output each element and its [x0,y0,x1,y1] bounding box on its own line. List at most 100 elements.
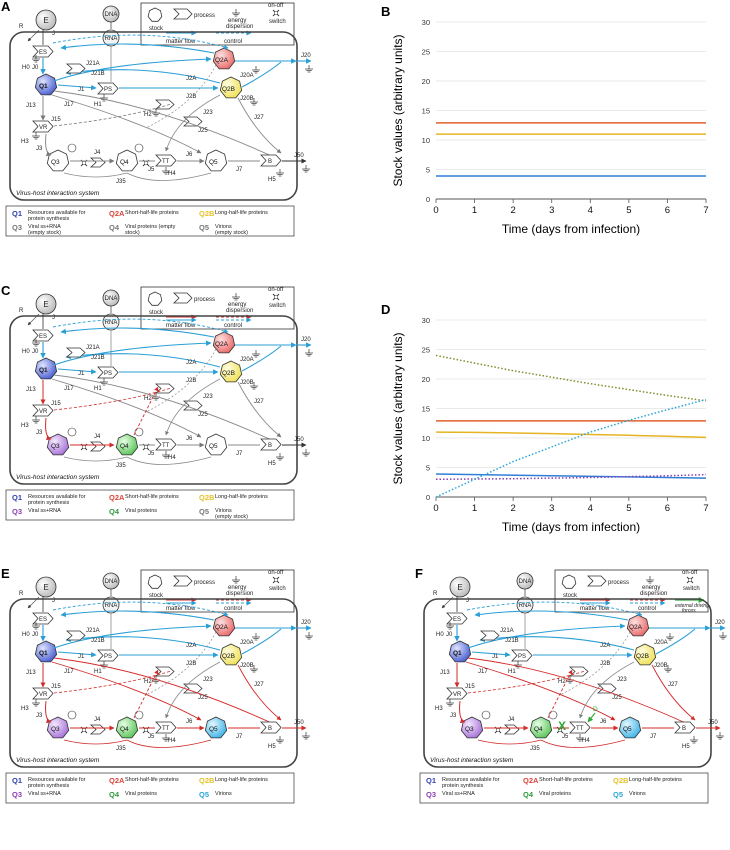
flow-label-j20b: J20B [240,663,254,669]
j4-process [89,441,106,452]
flow-label-j13: J13 [26,103,36,109]
legend-switch-label: on-off [268,570,284,576]
legend-control-label: control [224,606,242,612]
h0-label: H0 [22,632,30,638]
legend-text-q2b: Long-half-life proteins [629,777,682,783]
h2-label: H2 [144,396,152,402]
flow-label-h4: H4 [168,738,176,744]
flow-label-j20a: J20A [240,640,254,646]
legend-matter-flow-label: matter flow [166,39,196,45]
q4-small-circle [134,143,144,153]
legend-process-label: process [194,297,215,303]
q1-label: Q1 [453,650,462,657]
q2b-stock [219,360,243,383]
j3-flow [45,133,52,157]
flow-label-j15: J15 [51,684,61,690]
h3-label: H3 [21,423,29,429]
flow-label-h5: H5 [682,744,690,750]
q2a-label: Q2A [215,341,229,348]
switch-icon [272,576,280,584]
es-process [32,329,54,342]
flow-label-j2a: J2A [600,643,610,649]
legend-energy-label-2: dispersion [226,591,253,597]
legend-switch-label-2: switch [269,586,286,592]
h1-label: H1 [94,386,102,392]
ps-label: PS [104,654,112,660]
j3-flow [45,700,52,724]
control-vr-h2 [467,670,586,694]
q1-stock [34,640,58,663]
legend-q-q5: Q5 [199,507,209,516]
legend-q-q2a: Q2A [523,776,539,785]
flow-label-j5: J5 [562,734,569,740]
q4-label: Q4 [120,159,129,166]
flow-label-j20a: J20A [654,640,668,646]
j-label: J [466,598,469,604]
q4-small-circle [134,427,144,437]
switch-icon [272,293,280,301]
r-label: R [433,591,438,597]
y-tick-label: 5 [426,166,430,175]
q2a-stock [212,47,236,70]
es-label: ES [39,50,47,56]
x-tick-label: 7 [703,503,708,514]
y-tick-label: 20 [422,375,430,384]
drug-force-arrow [587,712,596,723]
q3-small-circle [67,710,77,720]
q2b-label: Q2B [636,653,649,660]
x-tick-label: 5 [626,503,631,514]
flow-label-j20: J20 [715,620,725,626]
flow-label-j15: J15 [51,401,61,407]
q5-stock [204,149,228,172]
legend-text-q1: Resources available for protein synthesis [28,210,86,222]
q3-small-circle [67,143,77,153]
energy-dispersion-icon [646,576,654,584]
legend-external-label-2: forces [682,608,696,614]
b-label: B [268,726,272,732]
control-vr-h2 [53,670,172,694]
legend-switch-label: on-off [268,287,284,293]
panel-letter: D [381,302,390,317]
legend-energy-label: energy [228,585,246,591]
tt-process [155,154,177,167]
b-label: B [682,726,686,732]
legend-text-q2b: Long-half-life proteins [215,494,268,500]
q2a-ground [252,633,260,641]
q1-label: Q1 [39,650,48,657]
flow-label-j21a: J21A [500,628,514,634]
es-process [446,612,468,625]
j50-ground [302,165,310,173]
switch-icon [686,576,694,584]
system-boundary [9,315,298,485]
rna-label: RNA [519,603,532,609]
control-vr-h2 [53,103,172,127]
x-tick-label: 1 [472,503,477,514]
panel-letter: B [381,4,390,19]
q21-return-process [65,630,86,641]
ps-process [97,649,119,662]
j23-control [145,64,217,129]
dna-label: DNA [105,579,118,585]
legend-energy-label: energy [228,302,246,308]
legend-text-q2b: Long-half-life proteins [215,777,268,783]
system-boundary [9,31,298,201]
tt-label: TT [162,443,170,449]
legend-q-q2a: Q2A [109,776,125,785]
flow-label-j3: J3 [450,713,457,719]
tt-label: TT [576,726,584,732]
system-label: Virus-host interaction system [430,757,514,764]
rna-label: RNA [105,36,118,42]
legend-text-q5: Virions [215,791,232,797]
legend-q-q2b: Q2B [199,209,215,218]
energy-source-circle [35,293,57,315]
legend-text-q4: Viral proteins [125,508,157,514]
tt-ground [162,734,170,742]
j0-label: J0 [32,65,39,71]
j25-flow [165,378,221,436]
j21a-flow [60,610,215,621]
vr-process [32,120,54,133]
legend-text-q4: Viral proteins [125,791,157,797]
legend-energy-label-2: dispersion [226,308,253,314]
energy-source-circle [449,576,471,598]
